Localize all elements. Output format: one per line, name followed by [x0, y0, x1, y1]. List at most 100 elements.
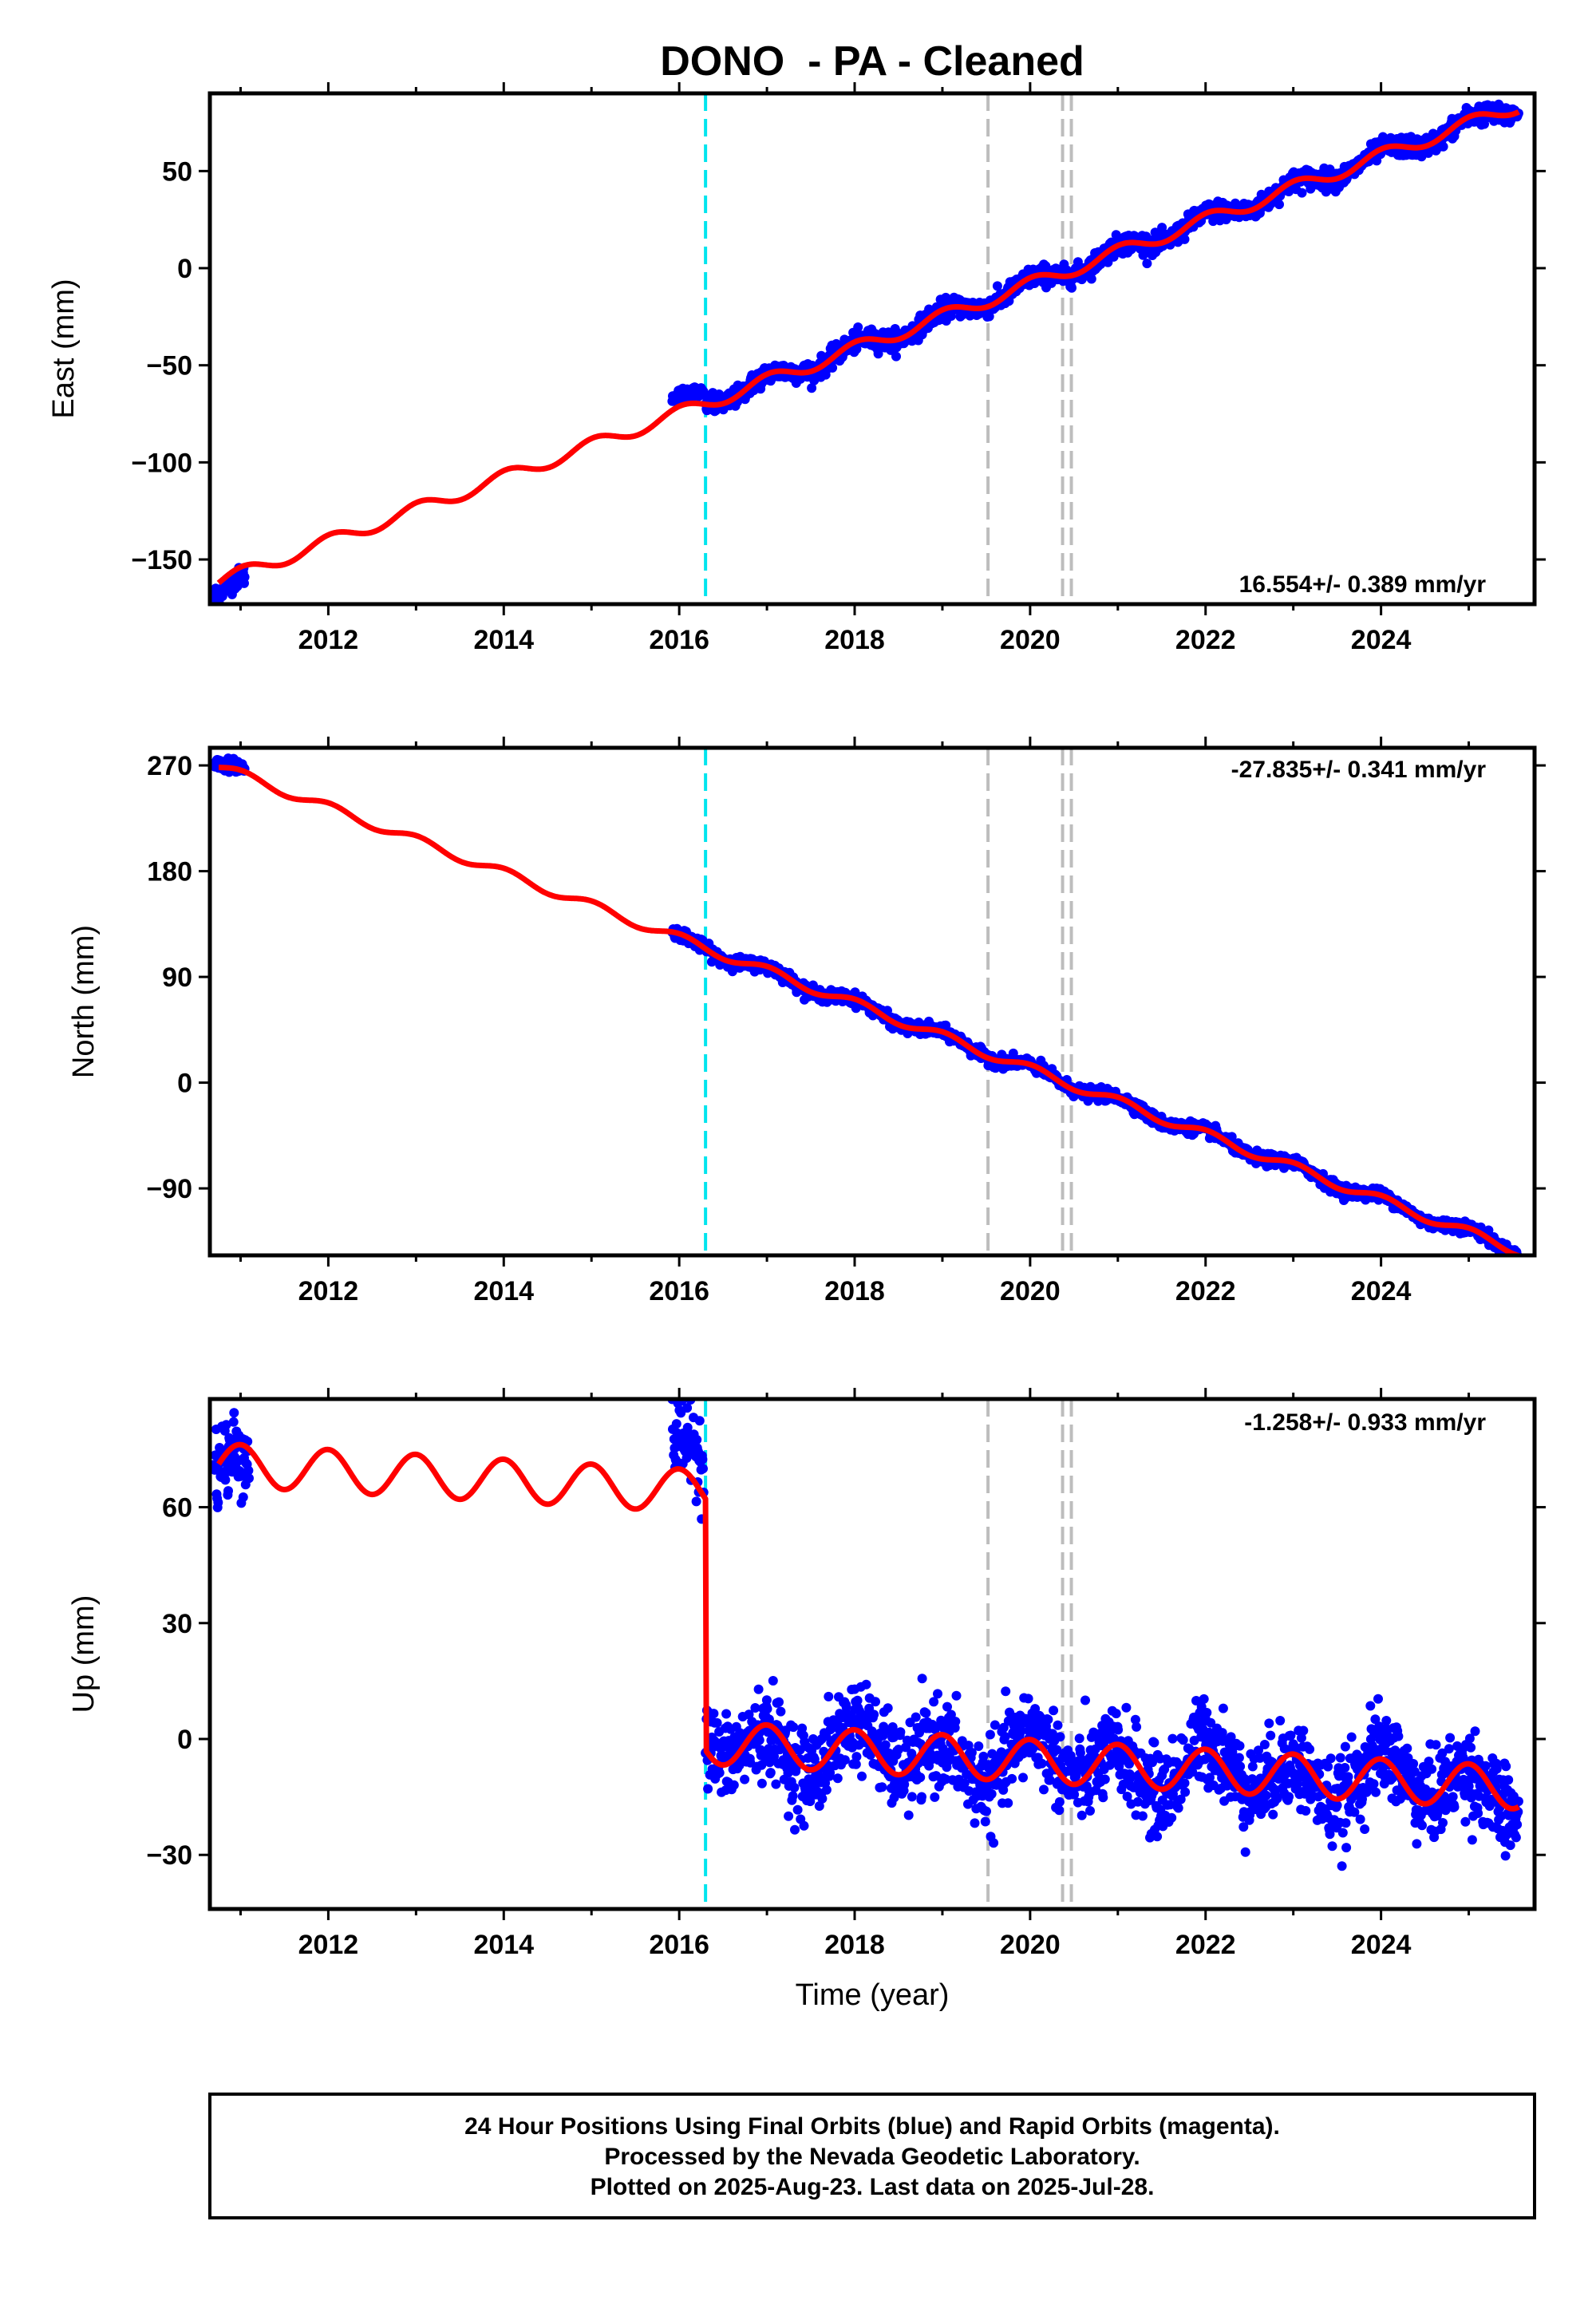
- data-point: [980, 1816, 990, 1827]
- data-point: [984, 311, 994, 322]
- data-point: [903, 1810, 914, 1820]
- data-point: [917, 1792, 926, 1802]
- east-panel: 2012 2014 2016 2018 2020 2022 2024−150−100−500…: [47, 82, 1546, 655]
- data-point: [709, 1709, 719, 1719]
- data-point: [1043, 1714, 1053, 1725]
- data-point: [1054, 1805, 1065, 1816]
- rate-label: 16.554+/- 0.389 mm/yr: [1239, 571, 1487, 598]
- y-axis-label: East (mm): [47, 279, 81, 418]
- data-point: [1152, 1832, 1163, 1842]
- data-point: [1132, 1721, 1142, 1732]
- north-panel: 2012 2014 2016 2018 2020 2022 2024−90090180270…: [67, 737, 1546, 1306]
- data-point: [883, 1703, 893, 1713]
- data-point: [697, 1454, 708, 1464]
- data-point: [221, 1420, 231, 1430]
- data-point: [990, 1720, 1000, 1730]
- data-point: [824, 1691, 834, 1701]
- y-axis-label: North (mm): [67, 925, 101, 1078]
- data-point: [853, 322, 863, 332]
- data-point: [684, 1381, 693, 1391]
- data-point: [1142, 259, 1152, 269]
- data-point: [228, 1417, 239, 1427]
- data-point: [762, 1704, 772, 1714]
- data-point: [817, 1793, 828, 1804]
- data-point: [1149, 1737, 1159, 1748]
- data-point: [1049, 1705, 1059, 1716]
- data-point: [950, 1717, 961, 1727]
- data-point: [682, 1403, 693, 1413]
- data-point: [989, 1838, 999, 1848]
- data-point: [685, 1377, 695, 1387]
- x-tick-label: 2016: [649, 625, 709, 655]
- data-point: [761, 1695, 772, 1705]
- data-point: [799, 1820, 809, 1831]
- data-point: [243, 1465, 254, 1476]
- data-point: [765, 1768, 776, 1778]
- data-point: [1157, 223, 1167, 233]
- data-point: [930, 1792, 940, 1802]
- data-point: [877, 1782, 887, 1792]
- data-point: [1113, 1725, 1124, 1735]
- data-point: [753, 1684, 764, 1694]
- data-point: [1167, 1733, 1178, 1744]
- data-point: [978, 1751, 989, 1761]
- data-point: [714, 1768, 725, 1778]
- x-tick-label: 2018: [824, 625, 885, 655]
- data-point: [771, 1779, 781, 1789]
- data-point: [1055, 1732, 1065, 1742]
- data-point: [213, 1497, 223, 1508]
- data-point: [1178, 1735, 1188, 1745]
- model-fit-line: [216, 109, 1521, 586]
- y-tick-label: −100: [131, 448, 192, 478]
- data-point: [1483, 1225, 1494, 1235]
- data-point: [1007, 1773, 1017, 1784]
- data-point: [869, 1709, 879, 1720]
- data-point: [839, 1755, 850, 1765]
- y-tick-label: 180: [147, 857, 192, 887]
- data-point: [1167, 1812, 1177, 1823]
- data-point: [933, 1689, 942, 1699]
- data-point: [784, 1811, 794, 1821]
- data-point: [1137, 1811, 1148, 1821]
- data-point: [1227, 1132, 1237, 1142]
- data-point: [921, 1708, 931, 1718]
- data-point: [1023, 1694, 1033, 1704]
- data-point: [1111, 230, 1121, 240]
- data-point: [1199, 1694, 1209, 1704]
- x-tick-label: 2012: [298, 1276, 359, 1306]
- data-points: [210, 99, 1523, 604]
- data-point: [694, 1416, 705, 1426]
- y-tick-label: 270: [147, 751, 192, 781]
- data-point: [729, 1780, 739, 1790]
- data-point: [992, 281, 1002, 291]
- data-point: [1218, 1703, 1228, 1713]
- data-point: [1054, 1796, 1065, 1807]
- plot-area: [210, 1377, 1523, 1909]
- x-tick-label: 2020: [1000, 1276, 1061, 1306]
- data-point: [986, 1788, 997, 1799]
- data-point: [1111, 1709, 1121, 1719]
- data-points: [210, 753, 1523, 1255]
- data-point: [1202, 1708, 1212, 1717]
- data-point: [828, 362, 838, 373]
- data-point: [1086, 274, 1096, 284]
- data-point: [712, 1717, 722, 1728]
- y-tick-label: −150: [131, 545, 192, 575]
- x-tick-label: 2024: [1351, 625, 1412, 655]
- data-point: [1001, 1686, 1011, 1697]
- data-point: [220, 1475, 231, 1485]
- data-point: [1003, 1798, 1013, 1808]
- model-fit-line: [216, 765, 1521, 1255]
- data-point: [754, 1735, 764, 1745]
- data-point: [239, 572, 250, 582]
- data-point: [1085, 1806, 1095, 1816]
- data-point: [757, 1778, 767, 1788]
- data-point: [1179, 234, 1190, 244]
- data-point: [807, 383, 817, 393]
- rate-label: -27.835+/- 0.341 mm/yr: [1231, 757, 1487, 783]
- data-point: [768, 1676, 778, 1686]
- data-point: [671, 1419, 681, 1429]
- data-point: [789, 1782, 800, 1792]
- x-tick-label: 2022: [1175, 1276, 1236, 1306]
